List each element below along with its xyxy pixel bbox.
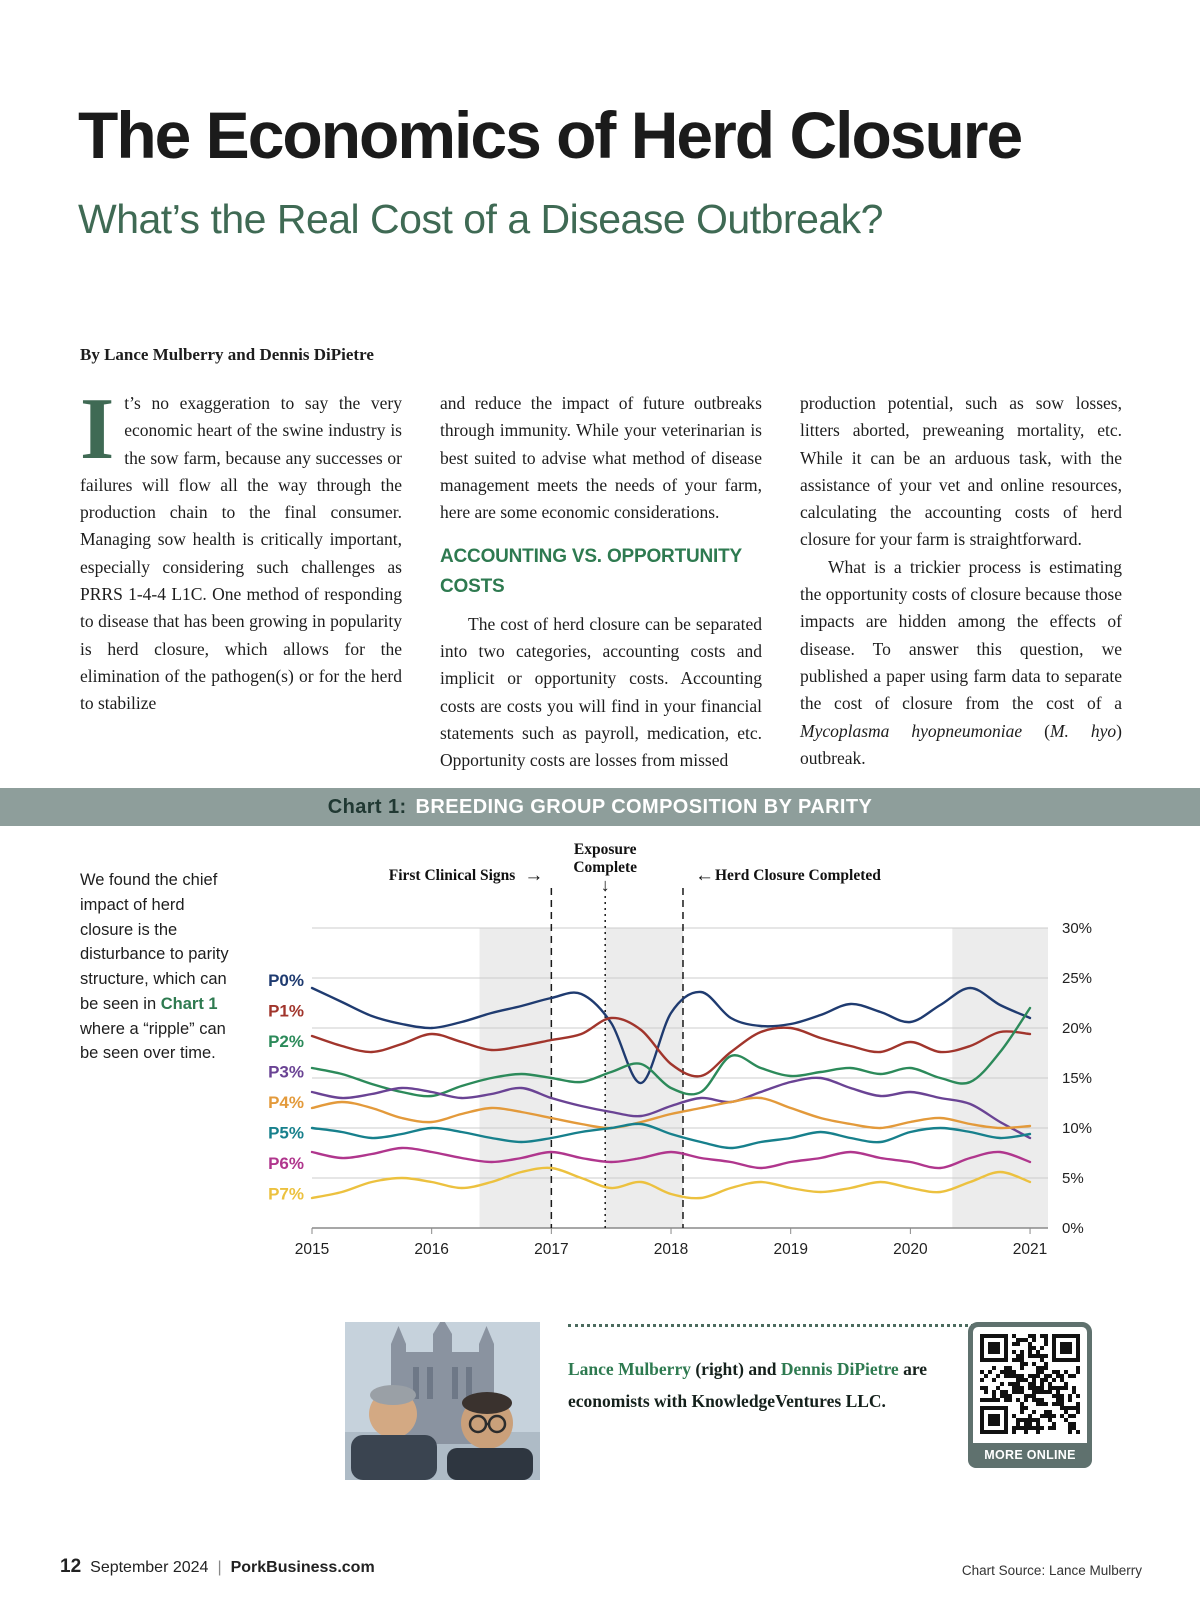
footer-page-number: 12 bbox=[60, 1556, 82, 1577]
svg-text:2016: 2016 bbox=[414, 1241, 448, 1258]
footer-separator: | bbox=[217, 1559, 222, 1576]
down-arrow-icon: ↓ bbox=[601, 875, 610, 895]
chart-section: Chart 1: BREEDING GROUP COMPOSITION BY P… bbox=[0, 788, 1200, 1306]
qr-code bbox=[980, 1334, 1080, 1434]
paragraph: What is a trickier process is estimating… bbox=[800, 554, 1122, 772]
article-column-2: and reduce the impact of future outbreak… bbox=[440, 390, 762, 775]
svg-text:Herd Closure Completed: Herd Closure Completed bbox=[715, 867, 881, 884]
authors-caption: Lance Mulberry (right) and Dennis DiPiet… bbox=[568, 1324, 980, 1418]
sidebar-text: where a “ripple” can be seen over time. bbox=[80, 1019, 226, 1063]
more-online-label: MORE ONLINE bbox=[968, 1443, 1092, 1468]
svg-text:P0%: P0% bbox=[268, 971, 304, 990]
sidebar-text: We found the chief impact of herd closur… bbox=[80, 871, 229, 1013]
svg-text:P3%: P3% bbox=[268, 1063, 304, 1082]
chart-1-reference: Chart 1 bbox=[160, 994, 218, 1013]
footer-issue: September 2024 bbox=[90, 1559, 209, 1576]
page-footer: 12 September 2024 | PorkBusiness.com Cha… bbox=[60, 1556, 1142, 1578]
drop-cap: I bbox=[80, 381, 115, 478]
svg-text:Complete: Complete bbox=[573, 859, 637, 876]
parity-line-chart: 0% 5% 10% 15% 20% 25% 30% 2015 2016 2017 2018 2019 2… bbox=[268, 841, 1092, 1258]
svg-text:2020: 2020 bbox=[893, 1241, 928, 1258]
chart-number-label: Chart 1: bbox=[327, 795, 407, 818]
author-left-silhouette bbox=[351, 1385, 437, 1480]
chart-sidebar-text: We found the chief impact of herd closur… bbox=[80, 868, 240, 1066]
svg-text:P4%: P4% bbox=[268, 1093, 304, 1112]
article-column-3: production potential, such as sow losses… bbox=[800, 390, 1122, 775]
chart-body: We found the chief impact of herd closur… bbox=[0, 826, 1200, 1306]
paragraph-text: What is a trickier process is estimating… bbox=[800, 556, 1122, 714]
chart-source: Chart Source: Lance Mulberry bbox=[961, 1563, 1142, 1578]
section-heading: ACCOUNTING VS. OPPORTUNITY COSTS bbox=[440, 546, 742, 598]
svg-text:25%: 25% bbox=[1062, 970, 1092, 987]
authors-strip: Lance Mulberry (right) and Dennis DiPiet… bbox=[0, 1322, 1200, 1497]
svg-text:10%: 10% bbox=[1062, 1120, 1092, 1137]
byline: By Lance Mulberry and Dennis DiPietre bbox=[80, 345, 374, 364]
authors-photo-image bbox=[345, 1322, 540, 1480]
chart-title: BREEDING GROUP COMPOSITION BY PARITY bbox=[415, 795, 873, 818]
caption-text: (right) and bbox=[690, 1359, 781, 1379]
page-title: The Economics of Herd Closure bbox=[78, 98, 1023, 172]
dotted-divider bbox=[568, 1324, 980, 1327]
paragraph-text: ) outbreak. bbox=[800, 720, 1122, 768]
chart-area: 0% 5% 10% 15% 20% 25% 30% 2015 2016 2017 2018 2019 2… bbox=[248, 836, 1128, 1281]
paragraph: and reduce the impact of future outbreak… bbox=[440, 393, 762, 523]
paragraph-text: t’s no exaggeration to say the very econ… bbox=[80, 393, 402, 714]
italic-term: Mycoplasma hyopneumoniae bbox=[800, 720, 1023, 741]
author-name: Lance Mulberry bbox=[568, 1359, 691, 1379]
svg-text:15%: 15% bbox=[1062, 1070, 1092, 1087]
footer-left: 12 September 2024 | PorkBusiness.com bbox=[60, 1556, 375, 1578]
paragraph-text: ( bbox=[1022, 720, 1050, 741]
svg-text:5%: 5% bbox=[1062, 1170, 1084, 1187]
paragraph: production potential, such as sow losses… bbox=[800, 393, 1122, 550]
svg-text:20%: 20% bbox=[1062, 1020, 1092, 1037]
italic-term: M. hyo bbox=[1049, 720, 1117, 741]
author-name: Dennis DiPietre bbox=[780, 1359, 899, 1379]
left-arrow-icon: ← bbox=[695, 865, 714, 886]
chart-header-bar: Chart 1: BREEDING GROUP COMPOSITION BY P… bbox=[0, 788, 1200, 826]
svg-text:2021: 2021 bbox=[1013, 1241, 1047, 1258]
page-subtitle: What’s the Real Cost of a Disease Outbre… bbox=[78, 196, 884, 242]
authors-photo bbox=[345, 1322, 540, 1480]
masthead: The Economics of Herd Closure What’s the… bbox=[78, 102, 1142, 241]
svg-text:P5%: P5% bbox=[268, 1124, 304, 1143]
svg-text:2018: 2018 bbox=[654, 1241, 688, 1258]
svg-text:30%: 30% bbox=[1062, 920, 1092, 937]
authors-caption-text: Lance Mulberry (right) and Dennis DiPiet… bbox=[568, 1353, 970, 1418]
svg-text:2019: 2019 bbox=[773, 1241, 807, 1258]
right-arrow-icon: → bbox=[524, 865, 543, 886]
svg-text:First Clinical Signs: First Clinical Signs bbox=[389, 867, 516, 884]
svg-text:Exposure: Exposure bbox=[574, 841, 637, 858]
paragraph: The cost of herd closure can be separate… bbox=[440, 613, 762, 771]
qr-code-frame: MORE ONLINE bbox=[968, 1322, 1092, 1468]
svg-text:0%: 0% bbox=[1062, 1220, 1084, 1237]
svg-text:2017: 2017 bbox=[534, 1241, 568, 1258]
caption-text: are economists with KnowledgeVentures LL… bbox=[568, 1359, 928, 1412]
svg-text:P2%: P2% bbox=[268, 1032, 304, 1051]
svg-text:P7%: P7% bbox=[268, 1185, 304, 1204]
footer-site: PorkBusiness.com bbox=[230, 1559, 375, 1576]
svg-text:2015: 2015 bbox=[295, 1241, 329, 1258]
svg-text:P6%: P6% bbox=[268, 1154, 304, 1173]
author-right-silhouette bbox=[447, 1392, 533, 1480]
svg-text:P1%: P1% bbox=[268, 1002, 304, 1021]
